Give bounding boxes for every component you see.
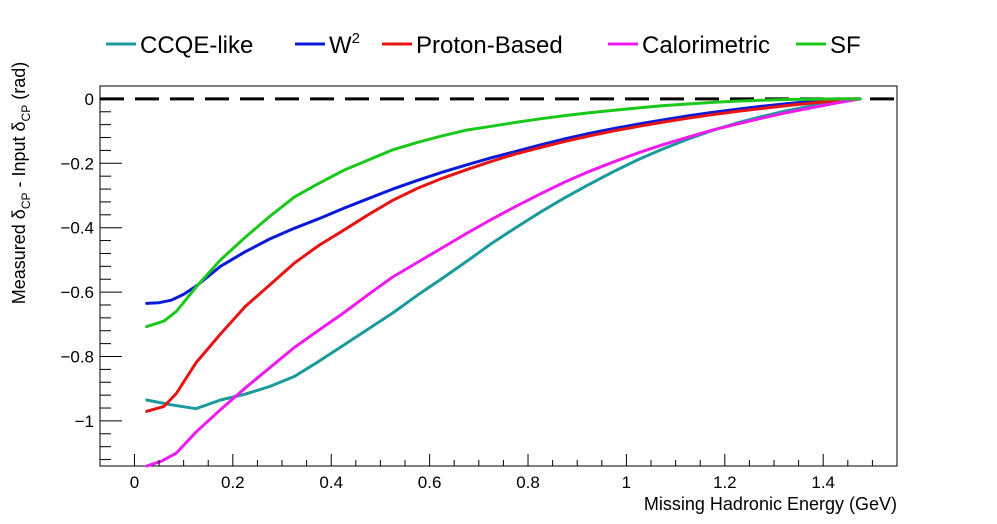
- y-axis-title: Measured δCP - Input δCP (rad): [9, 62, 33, 304]
- x-tick-label: 0.6: [418, 473, 442, 492]
- series-line: [145, 97, 862, 305]
- legend-item: W2: [295, 30, 360, 59]
- y-tick-label: −1: [75, 412, 94, 431]
- legend-label: SF: [830, 32, 861, 59]
- x-tick-label: 0.8: [516, 473, 540, 492]
- y-tick-label: −0.4: [60, 219, 94, 238]
- x-tick-label: 1.2: [713, 473, 737, 492]
- series-layer: [145, 97, 862, 468]
- legend: CCQE-like W2 Proton-Based Calorimetric SF: [106, 30, 861, 59]
- legend-item: Calorimetric: [608, 32, 770, 59]
- legend-label-base: W: [329, 32, 352, 59]
- series-line: [145, 97, 862, 413]
- series-0: [145, 97, 862, 411]
- y-tick-label: −0.8: [60, 348, 94, 367]
- series-line: [145, 97, 862, 411]
- legend-item: Proton-Based: [382, 32, 563, 59]
- plot-frame: [99, 85, 898, 467]
- series-4: [145, 97, 862, 329]
- legend-label: CCQE-like: [140, 32, 253, 59]
- y-tick-label: −0.2: [60, 154, 94, 173]
- legend-label: W2: [329, 30, 360, 59]
- y-axis-title-prefix: Measured δ: [9, 209, 29, 304]
- x-tick-label: 1: [622, 473, 631, 492]
- y-axis-title-sub1: CP: [19, 193, 33, 210]
- plot-border: [99, 85, 898, 467]
- legend-item: SF: [796, 32, 861, 59]
- y-axis-title-sub2: CP: [19, 105, 33, 122]
- x-axis-title: Missing Hadronic Energy (GeV): [644, 494, 897, 514]
- y-axis-title-suffix: (rad): [9, 62, 29, 105]
- x-tick-label: 0: [130, 473, 139, 492]
- series-3: [145, 97, 862, 468]
- legend-item: CCQE-like: [106, 32, 253, 59]
- series-1: [145, 97, 862, 305]
- x-axis: 0 0.2 0.4 0.6 0.8 1 1.2 1.4: [130, 454, 873, 492]
- y-axis-title-middle: - Input δ: [9, 121, 29, 192]
- y-tick-label: 0: [85, 90, 94, 109]
- legend-label: Proton-Based: [416, 32, 563, 59]
- x-tick-label: 0.4: [319, 473, 343, 492]
- legend-label: Calorimetric: [642, 32, 770, 59]
- series-2: [145, 97, 862, 413]
- x-tick-label: 1.4: [811, 473, 835, 492]
- y-axis: 0 −0.2 −0.4 −0.6 −0.8 −1: [60, 90, 122, 461]
- legend-label-sup: 2: [352, 30, 360, 47]
- y-tick-label: −0.6: [60, 283, 94, 302]
- x-tick-label: 0.2: [221, 473, 245, 492]
